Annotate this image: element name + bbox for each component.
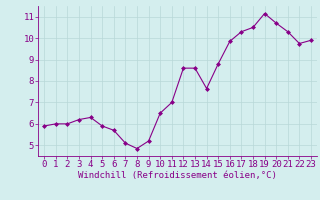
X-axis label: Windchill (Refroidissement éolien,°C): Windchill (Refroidissement éolien,°C) bbox=[78, 171, 277, 180]
